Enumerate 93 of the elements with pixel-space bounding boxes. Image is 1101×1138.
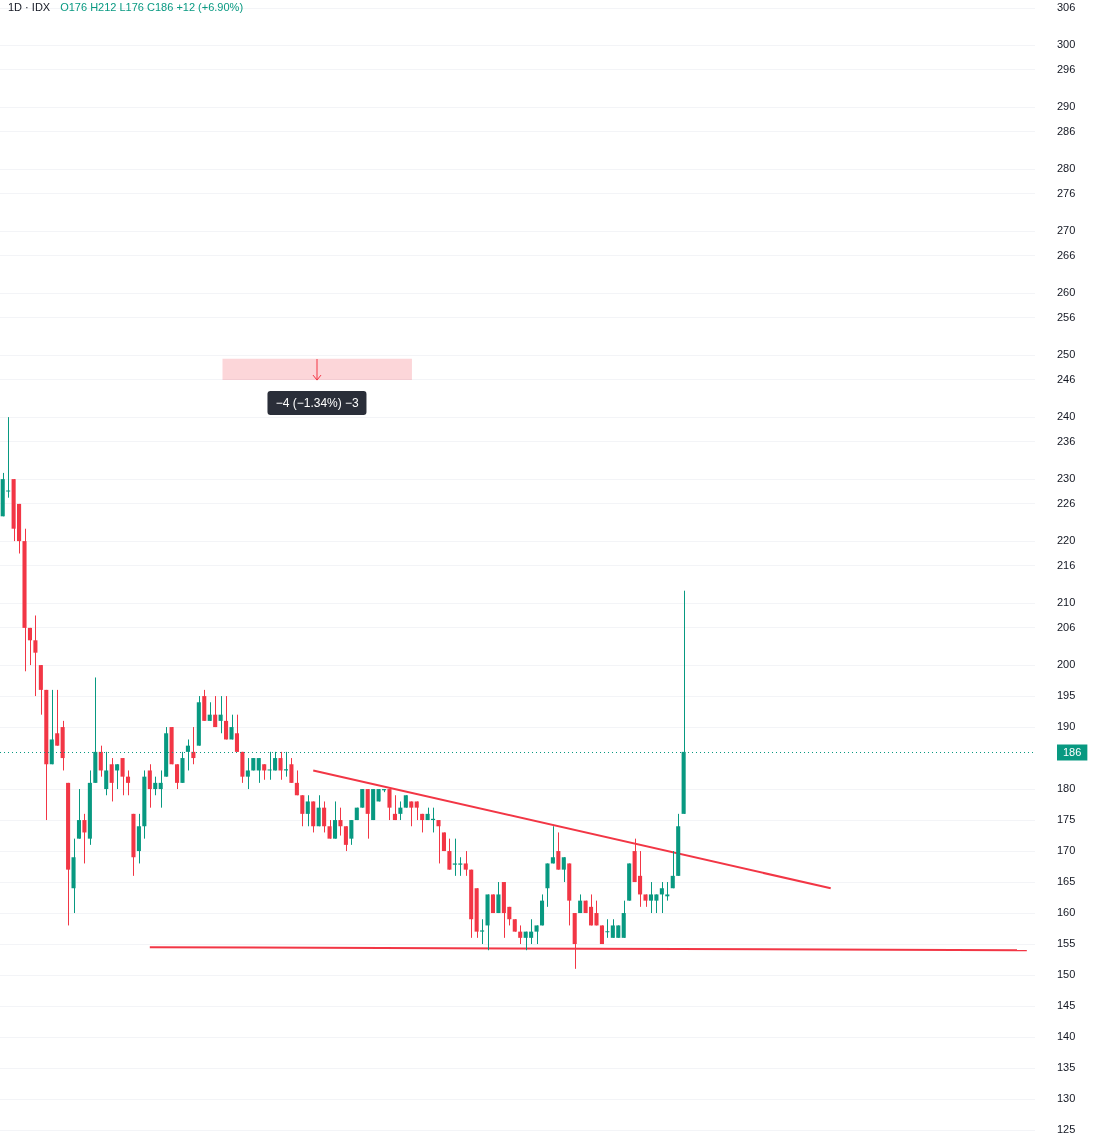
candlestick <box>392 794 397 821</box>
y-tick-label: 165 <box>1057 875 1076 888</box>
y-tick-label: 160 <box>1057 906 1076 919</box>
candlestick <box>153 776 158 796</box>
y-tick-label: 125 <box>1057 1123 1076 1136</box>
candlestick <box>316 794 321 827</box>
candlestick <box>409 800 414 827</box>
y-tick-label: 175 <box>1057 813 1076 826</box>
candlestick <box>360 788 365 809</box>
y-tick-label: 135 <box>1057 1061 1076 1074</box>
candlestick <box>289 757 294 784</box>
candlestick <box>191 726 196 765</box>
y-tick-label: 195 <box>1057 689 1076 702</box>
candlestick <box>349 819 354 846</box>
candlestick <box>115 763 120 790</box>
candlestick <box>387 788 392 821</box>
y-tick-label: 216 <box>1057 558 1076 571</box>
candlestick <box>605 918 610 939</box>
candlestick <box>534 924 539 945</box>
y-tick-label: 155 <box>1057 937 1076 950</box>
candlestick <box>496 881 501 914</box>
y-tick-label: 180 <box>1057 782 1076 795</box>
candlestick <box>343 825 348 852</box>
y-tick-label: 206 <box>1057 620 1076 633</box>
candlestick <box>294 769 299 796</box>
candlestick <box>82 813 87 864</box>
y-tick-label: 246 <box>1057 372 1076 385</box>
y-tick-label: 296 <box>1057 63 1076 76</box>
y-tick-label: 280 <box>1057 162 1076 175</box>
candlestick <box>109 757 114 802</box>
y-tick-label: 266 <box>1057 248 1076 261</box>
candlestick <box>398 800 403 821</box>
candlestick <box>414 800 419 821</box>
candlestick <box>98 745 103 778</box>
y-tick-label: 286 <box>1057 125 1076 138</box>
candlestick <box>463 850 468 877</box>
candlestick <box>158 769 163 809</box>
candlestick <box>207 701 212 722</box>
candlestick <box>218 695 223 734</box>
candlestick <box>659 881 664 914</box>
y-tick-label: 256 <box>1057 310 1076 323</box>
y-tick-label: 240 <box>1057 410 1076 423</box>
candlestick <box>256 757 261 784</box>
candlestick <box>550 825 555 864</box>
candlestick <box>300 794 305 827</box>
candlestick <box>327 819 332 840</box>
candlestick <box>278 751 283 781</box>
candlestick <box>305 794 310 827</box>
y-tick-label: 200 <box>1057 658 1076 671</box>
y-tick-label: 210 <box>1057 596 1076 609</box>
candlestick <box>561 856 566 883</box>
candlestick <box>245 757 250 790</box>
chart-title: 1D · IDX <box>8 1 51 13</box>
y-tick-label: 170 <box>1057 844 1076 857</box>
candlestick <box>33 614 38 697</box>
y-tick-label: 290 <box>1057 100 1076 113</box>
y-tick-label: 130 <box>1057 1092 1076 1105</box>
candlestick <box>55 689 60 747</box>
band-label: −4 (−1.34%) −3 <box>267 390 367 415</box>
candlestick <box>76 788 82 840</box>
y-tick-label: 190 <box>1057 720 1076 733</box>
candlestick <box>213 695 218 728</box>
y-tick-label: 300 <box>1057 38 1076 51</box>
ref-line-label: 186 <box>1063 745 1082 758</box>
candlestick <box>229 714 234 740</box>
candlestick <box>322 800 327 833</box>
y-tick-label: 230 <box>1057 472 1076 485</box>
y-tick-label: 250 <box>1057 348 1076 361</box>
y-tick-label: 140 <box>1057 1030 1076 1043</box>
y-tick-label: 306 <box>1057 1 1076 14</box>
candlestick <box>436 819 441 864</box>
y-tick-label: 260 <box>1057 286 1076 299</box>
candlestick <box>224 695 229 740</box>
candlestick <box>665 881 670 902</box>
candlestick <box>27 627 32 666</box>
candlestick <box>670 850 675 889</box>
y-tick-label: 270 <box>1057 224 1076 237</box>
y-tick-label: 150 <box>1057 968 1076 981</box>
candlestick <box>125 769 131 796</box>
candlestick <box>338 807 343 837</box>
y-tick-label: 145 <box>1057 999 1076 1012</box>
y-tick-label: 276 <box>1057 187 1076 199</box>
candlestick <box>120 757 125 796</box>
candlestick <box>518 924 523 945</box>
y-tick-label: 236 <box>1057 434 1076 447</box>
y-tick-label: 226 <box>1057 496 1076 509</box>
chart-subtitle: O176 H212 L176 C186 +12 (+6.90%) <box>60 1 244 13</box>
candlestick <box>480 918 485 945</box>
candlestick <box>147 763 152 809</box>
candlestick <box>556 831 561 871</box>
y-tick-label: 220 <box>1057 534 1076 547</box>
candlestick <box>447 838 452 871</box>
candlestick <box>175 763 180 790</box>
